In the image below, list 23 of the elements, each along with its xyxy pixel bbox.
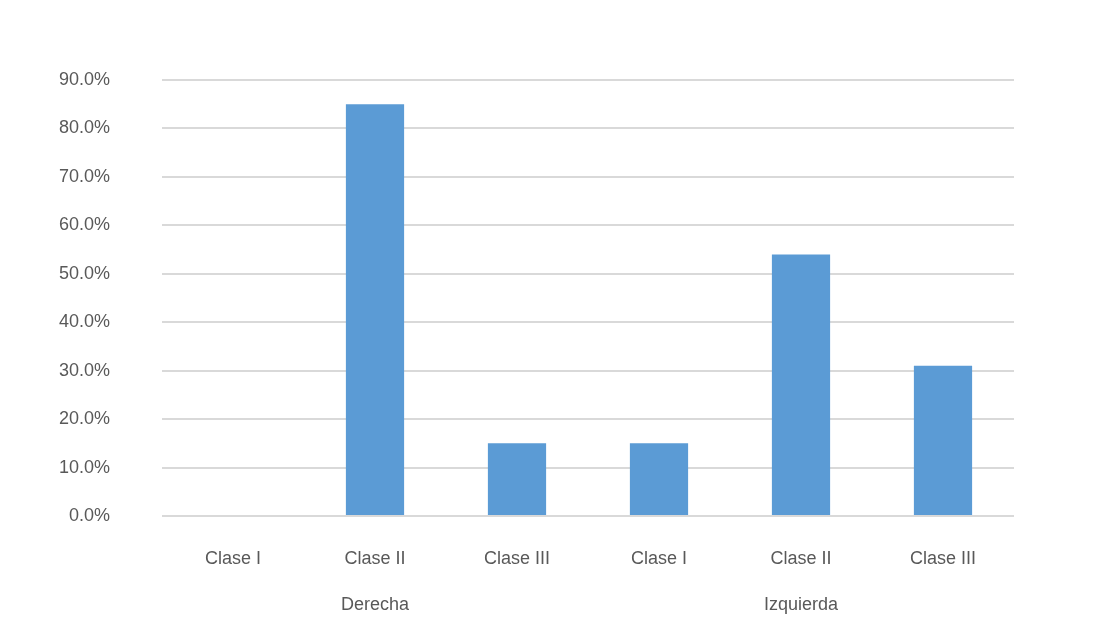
x-tick-label: Clase II (770, 547, 832, 568)
y-tick-label: 90.0% (58, 68, 110, 89)
y-tick-label: 0.0% (68, 504, 110, 525)
y-tick-label: 60.0% (58, 214, 110, 235)
bar (771, 254, 831, 515)
text: Derecha (340, 593, 410, 614)
x-tick-label: Clase II (344, 547, 406, 568)
x-tick-label: Clase III (909, 547, 977, 568)
text: Izquierda (763, 593, 840, 614)
bar (913, 365, 973, 515)
y-tick-label: 40.0% (58, 311, 110, 332)
y-tick-label: 30.0% (58, 359, 110, 380)
y-tick-label: 10.0% (58, 456, 110, 477)
x-tick-label: Clase I (630, 547, 688, 568)
y-tick-label: 80.0% (58, 117, 110, 138)
bar (487, 443, 547, 515)
bar (345, 104, 405, 515)
y-tick-label: 50.0% (58, 262, 110, 283)
y-tick-label: 20.0% (58, 408, 110, 429)
y-tick-label: 70.0% (58, 165, 110, 186)
x-tick-label: Clase III (483, 547, 551, 568)
x-tick-label: Clase I (204, 547, 262, 568)
bar (629, 443, 689, 515)
